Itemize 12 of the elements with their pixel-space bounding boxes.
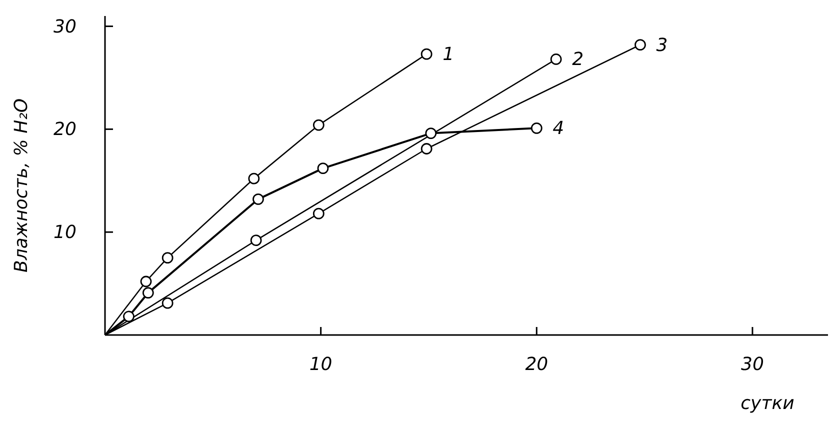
x-axis-title: сутки: [740, 393, 795, 414]
x-tick-label: 20: [525, 354, 548, 375]
series-label: 4: [552, 118, 564, 140]
series-label: 3: [656, 34, 668, 56]
y-tick-label: 30: [54, 16, 76, 38]
x-tick-label: 30: [741, 354, 764, 375]
y-axis-title: Влажность, % H₂O: [11, 98, 32, 273]
series-label: 2: [572, 49, 584, 70]
y-tick-label: 10: [54, 222, 76, 244]
y-tick-label: 20: [54, 119, 76, 140]
x-tick-label: 10: [309, 354, 332, 375]
series-label: 1: [442, 44, 454, 66]
